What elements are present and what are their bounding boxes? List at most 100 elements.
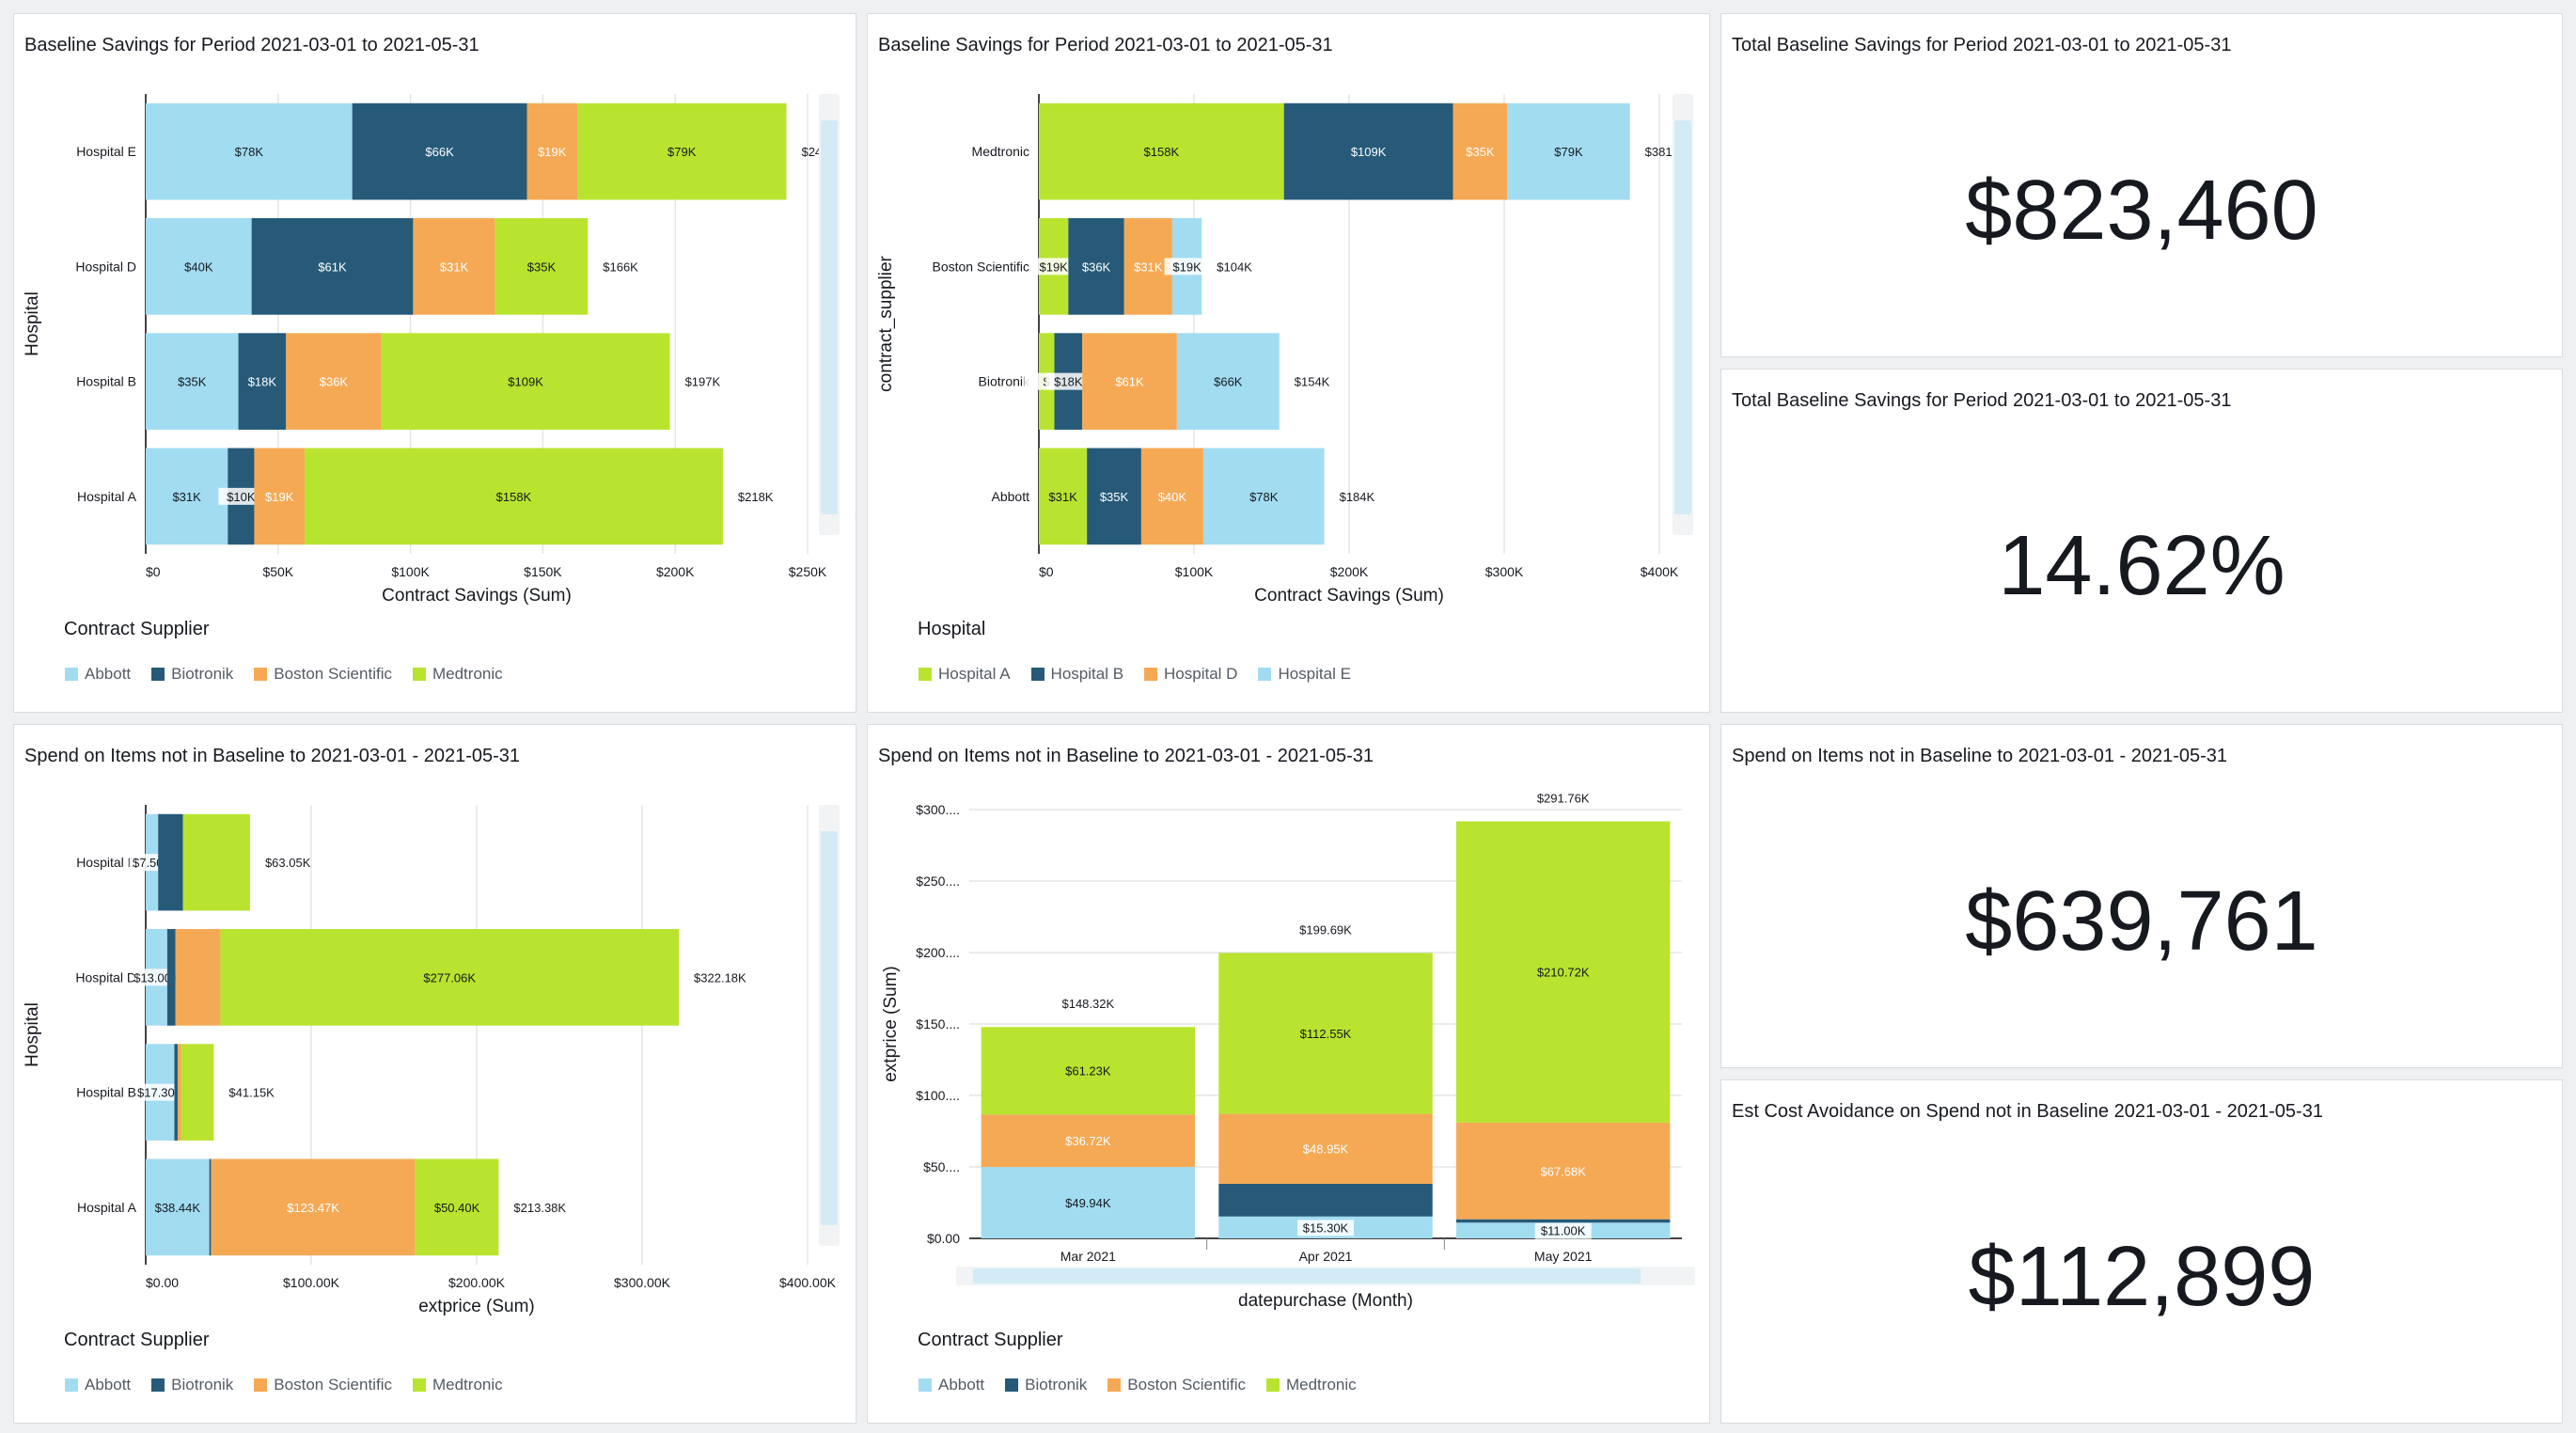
legend-swatch (919, 1378, 932, 1392)
data-label: $31K (1134, 260, 1163, 274)
legend-item-abbott[interactable]: Abbott (65, 1376, 131, 1394)
bar-segment-hospital-e-abbott (146, 102, 353, 200)
bar-segment-hospital-d-medtronic (220, 929, 680, 1026)
panel-title: Baseline Savings for Period 2021-03-01 t… (878, 35, 1333, 55)
data-label-bg (137, 1083, 183, 1101)
y-tick-label: Hospital D (75, 969, 136, 984)
panel-baseline-savings-by-hospital: Baseline Savings for Period 2021-03-01 t… (13, 13, 856, 713)
x-tick-label: Mar 2021 (1060, 1249, 1116, 1264)
data-label: $15.30K (1303, 1220, 1349, 1235)
bar-segment-hospital-d-medtronic (495, 218, 589, 315)
bar-segment-hospital-d-boston-scientific (175, 929, 221, 1026)
data-label-bg (1534, 1222, 1592, 1239)
bar-segment-hospital-b-boston-scientific (286, 333, 382, 430)
data-label-bg (1297, 1220, 1354, 1236)
data-label: $210.72K (1537, 966, 1590, 980)
total-label: $291.76K (1537, 792, 1590, 806)
bar-segment-hospital-b-biotronik (238, 333, 287, 430)
chart-baseline-savings-by-supplier[interactable]: $0 $100K $200K $300K $400K Contract Savings (… (868, 52, 1711, 654)
data-label: $35K (178, 375, 207, 389)
data-label: $19K (265, 490, 294, 504)
legend-label: Medtronic (432, 1376, 503, 1394)
x-axis-label: Contract Savings (Sum) (1254, 586, 1444, 606)
chart-baseline-savings-by-hospital[interactable]: $0 $50K $100K $150K $200K $250K Contract Savin… (14, 52, 857, 654)
x-axis-label: datepurchase (Month) (1238, 1291, 1413, 1311)
total-label: $199.69K (1299, 922, 1352, 937)
data-label: $158K (496, 490, 532, 504)
data-label: $158K (1144, 145, 1180, 159)
data-label: $109K (1351, 145, 1387, 159)
bar-segment-hospital-d-abbott (146, 218, 252, 315)
bar-segment-hospital-e-medtronic (577, 102, 787, 200)
legend-label: Hospital D (1164, 665, 1238, 683)
y-tick-label: Medtronic (972, 144, 1029, 159)
legend-item-medtronic[interactable]: Medtronic (412, 665, 503, 684)
legend: Hospital A Hospital B Hospital D Hospital E (919, 665, 1351, 684)
kpi-value: 14.62% (1998, 519, 2285, 613)
panel-title: Spend on Items not in Baseline to 2021-0… (24, 746, 521, 766)
legend-swatch (151, 668, 165, 681)
data-label: $61.23K (1065, 1064, 1111, 1079)
legend-item-abbott[interactable]: Abbott (65, 665, 131, 684)
y-tick-label: $50.... (923, 1159, 960, 1174)
legend-title: Contract Supplier (918, 1330, 1063, 1350)
legend-item-biotronik[interactable]: Biotronik (1005, 1376, 1087, 1394)
legend-item-hospital-b[interactable]: Hospital B (1030, 665, 1124, 684)
legend-swatch (151, 1378, 165, 1392)
y-axis-label: contract_supplier (876, 255, 896, 391)
legend-label: Abbott (85, 665, 132, 683)
chart-spend-by-hospital[interactable]: $0.00 $100.00K $200.00K $300.00K $400.00K ext… (14, 763, 857, 1364)
legend-label: Hospital B (1050, 665, 1124, 683)
legend-label: Hospital E (1278, 665, 1351, 683)
bar-segment-hospital-a-abbott (146, 1158, 210, 1256)
x-tick-label: $150K (524, 564, 562, 579)
legend-title: Hospital (918, 619, 986, 639)
bar-segment-may-2021-medtronic (1455, 821, 1671, 1123)
bar-segment-abbott-hospital-a (1039, 448, 1088, 545)
legend-item-abbott[interactable]: Abbott (919, 1376, 984, 1394)
legend: Abbott Biotronik Boston Scientific Medtroni… (919, 1376, 1357, 1394)
legend-item-boston-scientific[interactable]: Boston Scientific (1107, 1376, 1246, 1394)
legend-swatch (254, 668, 268, 681)
legend-item-hospital-e[interactable]: Hospital E (1258, 665, 1351, 684)
legend-item-hospital-d[interactable]: Hospital D (1144, 665, 1237, 684)
x-tick-label: May 2021 (1534, 1249, 1593, 1264)
legend-label: Boston Scientific (274, 665, 392, 683)
legend: Abbott Biotronik Boston Scientific Medtroni… (65, 1376, 503, 1394)
chart-spend-by-month[interactable]: $0.00 $50.... $100.... $150.... $200.... $250… (868, 763, 1711, 1364)
y-tick-label: Hospital B (76, 1085, 136, 1100)
x-tick-label: $100K (391, 564, 430, 579)
x-tick-label: $0 (1039, 564, 1054, 579)
legend: Abbott Biotronik Boston Scientific Medtroni… (65, 665, 503, 684)
panel-title: Spend on Items not in Baseline to 2021-0… (878, 746, 1374, 766)
legend-item-medtronic[interactable]: Medtronic (1265, 1376, 1357, 1394)
y-axis-label: Hospital (23, 291, 42, 356)
legend-item-biotronik[interactable]: Biotronik (151, 665, 233, 684)
y-tick-label: Boston Scientific (933, 259, 1030, 274)
y-axis-label: Hospital (23, 1002, 42, 1067)
y-tick-label: $150.... (916, 1016, 960, 1031)
data-label: $66K (1214, 375, 1243, 389)
bar-segment-biotronik-hospital-d (1082, 333, 1177, 430)
legend-item-hospital-a[interactable]: Hospital A (919, 665, 1011, 684)
legend-item-biotronik[interactable]: Biotronik (151, 1376, 233, 1394)
legend-swatch (1144, 668, 1158, 681)
legend-item-boston-scientific[interactable]: Boston Scientific (254, 665, 392, 684)
legend-item-medtronic[interactable]: Medtronic (412, 1376, 503, 1394)
legend-item-boston-scientific[interactable]: Boston Scientific (254, 1376, 392, 1394)
scrollbar-thumb (821, 831, 838, 1225)
y-tick-label: Abbott (992, 489, 1030, 504)
kpi-value: $639,761 (1965, 874, 2318, 968)
bar-segment-boston-scientific-hospital-d (1123, 218, 1172, 315)
x-tick-label: $300.00K (614, 1275, 671, 1290)
legend-swatch (412, 668, 426, 681)
total-label: $104K (1217, 260, 1252, 274)
total-label: $148.32K (1061, 997, 1114, 1011)
data-label: $49.94K (1065, 1196, 1111, 1210)
total-label: $154K (1295, 375, 1330, 389)
y-tick-label: Hospital E (76, 144, 136, 159)
total-label: $322.18K (694, 970, 746, 984)
bar-segment-hospital-b-medtronic (181, 1044, 214, 1141)
data-label: $112.55K (1300, 1027, 1352, 1041)
panel-total-baseline-savings: Total Baseline Savings for Period 2021-0… (1720, 13, 2563, 357)
